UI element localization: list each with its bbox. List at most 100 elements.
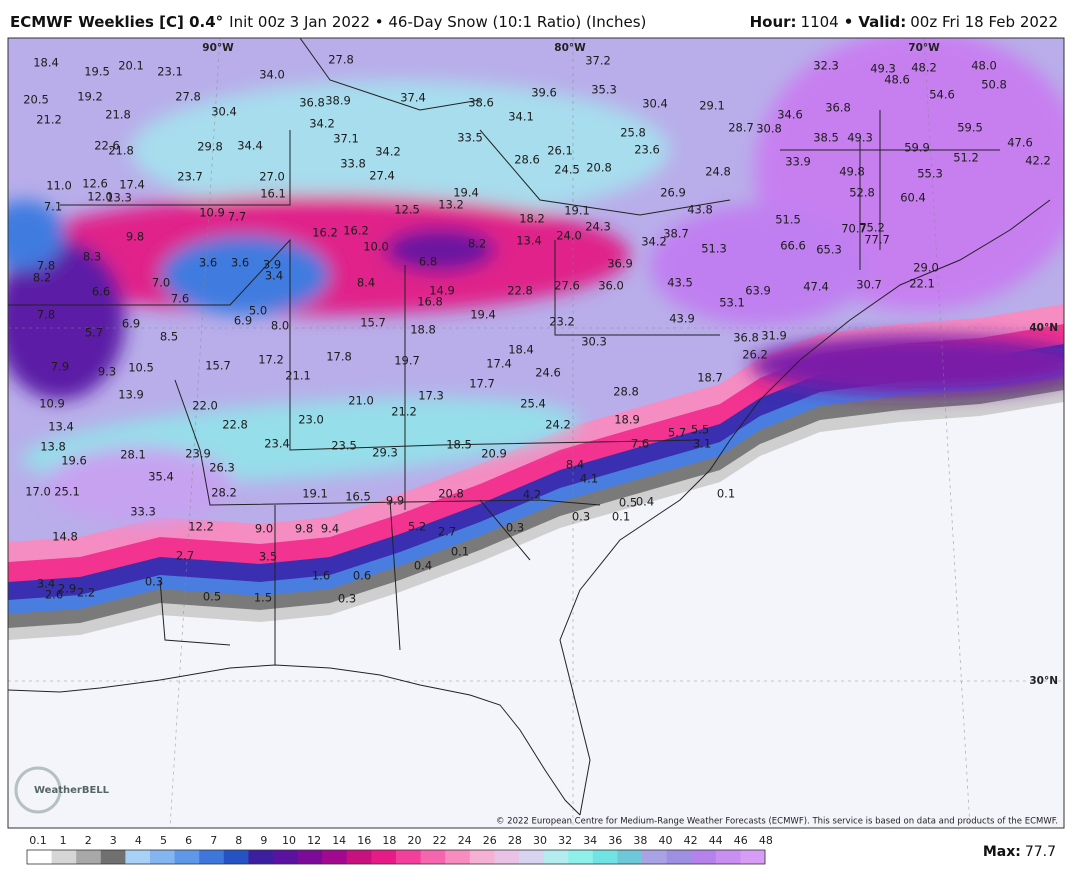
colorbar-tick-label: 8	[235, 834, 242, 847]
snow-amount: 19.7	[394, 354, 420, 368]
snow-amount: 10.5	[128, 361, 154, 375]
snow-amount: 9.0	[255, 522, 273, 536]
snow-amount: 28.6	[514, 153, 540, 167]
snow-amount: 19.5	[84, 65, 110, 79]
snow-amount: 55.3	[917, 167, 943, 181]
snow-amount: 33.8	[340, 157, 366, 171]
colorbar-tick-label: 44	[709, 834, 723, 847]
snow-amount: 19.2	[77, 90, 103, 104]
snow-amount: 0.4	[414, 559, 432, 573]
header-right: Hour: 1104 • Valid: 00z Fri 18 Feb 2022	[750, 13, 1058, 31]
snow-amount: 52.8	[849, 186, 875, 200]
snow-amount: 5.2	[408, 520, 426, 534]
snow-amount: 38.7	[663, 227, 689, 241]
snow-amount: 25.8	[620, 126, 646, 140]
snow-amount: 59.9	[904, 141, 930, 155]
snow-amount: 6.6	[92, 285, 110, 299]
snow-amount: 7.1	[44, 200, 62, 214]
snow-amount: 30.8	[756, 122, 782, 136]
colorbar-tick-label: 0.1	[29, 834, 47, 847]
snow-amount: 22.0	[192, 399, 218, 413]
snow-amount: 47.4	[803, 280, 829, 294]
snow-amount: 0.3	[572, 510, 590, 524]
snow-amount: 9.4	[321, 522, 339, 536]
snow-amount: 26.9	[660, 186, 686, 200]
latitude-label: 40°N	[1029, 322, 1058, 334]
snow-amount: 28.1	[120, 448, 146, 462]
snow-amount: 22.8	[222, 418, 248, 432]
colorbar-tick-label: 42	[684, 834, 698, 847]
colorbar-tick-label: 48	[759, 834, 773, 847]
snow-amount: 29.0	[913, 261, 939, 275]
snow-amount: 7.8	[37, 308, 55, 322]
snow-amount: 3.6	[199, 256, 217, 270]
snow-amount: 0.4	[636, 495, 654, 509]
snow-amount: 5.7	[85, 326, 103, 340]
max-label: Max:	[983, 844, 1021, 860]
point-labels: 18.419.5 20.1 23.1 34.027.8 37.2 32.3 49.348.6…	[23, 53, 1051, 606]
colorbar-tick-label: 9	[260, 834, 267, 847]
snow-amount: 47.6	[1007, 136, 1033, 150]
colorbar-swatch	[125, 850, 151, 864]
snow-amount: 3.9	[263, 258, 281, 272]
longitude-label: 80°W	[554, 42, 586, 54]
snow-amount: 0.3	[338, 592, 356, 606]
colorbar-swatch	[469, 850, 495, 864]
blue-area	[8, 200, 65, 270]
snow-amount: 33.5	[457, 131, 483, 145]
snow-amount: 34.4	[237, 139, 263, 153]
colorbar-tick-label: 36	[608, 834, 622, 847]
snow-amount: 23.4	[264, 437, 290, 451]
snow-amount: 16.8	[417, 295, 443, 309]
snow-amount: 18.5	[446, 438, 472, 452]
snow-amount: 0.1	[717, 487, 735, 501]
snow-amount: 36.8	[299, 96, 325, 110]
snow-amount: 43.8	[687, 203, 713, 217]
snow-amount: 18.7	[697, 371, 723, 385]
snow-amount: 7.0	[152, 276, 170, 290]
colorbar-tick-label: 10	[282, 834, 296, 847]
longitude-label: 90°W	[202, 42, 234, 54]
snow-amount: 59.5	[957, 121, 983, 135]
purple-area	[8, 240, 125, 400]
snow-amount: 34.2	[309, 117, 335, 131]
colorbar-swatch	[568, 850, 594, 864]
snow-amount: 24.2	[545, 418, 571, 432]
snow-amount: 21.8	[108, 144, 134, 158]
snow-amount: 8.2	[33, 271, 51, 285]
snow-amount: 23.6	[634, 143, 660, 157]
snow-amount: 36.9	[607, 257, 633, 271]
snow-amount: 23.1	[157, 65, 183, 79]
snow-amount: 5.0	[249, 304, 267, 318]
snow-amount: 8.4	[566, 458, 584, 472]
snow-amount: 12.2	[188, 520, 214, 534]
snow-amount: 27.0	[259, 170, 285, 184]
longitude-line	[923, 38, 971, 828]
blue-area	[160, 235, 330, 315]
colorbar-tick-label: 46	[734, 834, 748, 847]
colorbar-tick-label: 22	[433, 834, 447, 847]
snow-amount: 49.3	[847, 131, 873, 145]
snow-amount: 1.5	[254, 591, 272, 605]
snow-amount: 8.4	[357, 276, 375, 290]
colorbar-tick-label: 40	[659, 834, 673, 847]
colorbar-swatch	[297, 850, 323, 864]
colorbar: 0.1 1 2 3 4 5 6 7 8 9 10 12 14 16 18 20 22 24 26 28 30 32 34 36…	[26, 834, 773, 865]
snow-amount: 5.7	[668, 426, 686, 440]
colorbar-tick-label: 24	[458, 834, 472, 847]
snow-amount: 26.1	[547, 144, 573, 158]
snow-amount: 10.0	[363, 240, 389, 254]
snow-amount: 13.2	[438, 198, 464, 212]
snow-amount: 33.3	[130, 505, 156, 519]
snow-amount: 12.0	[87, 190, 113, 204]
description: Init 00z 3 Jan 2022 • 46-Day Snow (10:1 …	[229, 13, 646, 31]
snow-amount: 9.8	[126, 230, 144, 244]
colorbar-tick-label: 4	[135, 834, 142, 847]
colorbar-swatch	[199, 850, 225, 864]
snow-amount: 3.6	[231, 256, 249, 270]
snow-amount: 27.8	[328, 53, 354, 67]
snow-amount: 11.0	[46, 179, 72, 193]
longitude-line	[169, 38, 221, 828]
